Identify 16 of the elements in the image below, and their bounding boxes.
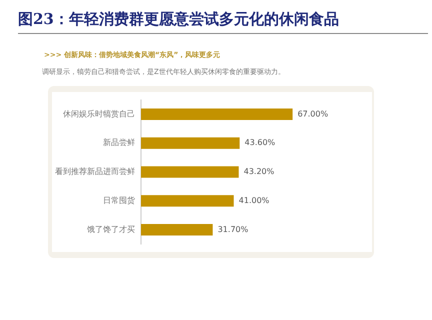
bar xyxy=(141,108,293,120)
chart-title: 图23：年轻消费群更愿意尝试多元化的休闲食品 xyxy=(18,10,428,34)
y-tick-label: 看到推荐新品进而尝鲜 xyxy=(55,167,135,176)
data-label: 67.00% xyxy=(298,109,328,118)
bar xyxy=(141,224,213,236)
data-label: 41.00% xyxy=(238,196,270,205)
bar xyxy=(141,195,234,207)
data-label: 31.70% xyxy=(218,224,249,234)
bar xyxy=(141,166,239,178)
data-label: 43.20% xyxy=(244,167,275,176)
bar xyxy=(141,137,240,149)
y-tick-label: 饿了馋了才买 xyxy=(86,224,135,234)
y-tick-label: 日常囤货 xyxy=(103,196,135,205)
y-tick-label: 休闲娱乐时犒赏自己 xyxy=(63,109,135,118)
y-tick-label: 新品尝鲜 xyxy=(103,138,135,148)
data-label: 43.60% xyxy=(244,138,276,148)
